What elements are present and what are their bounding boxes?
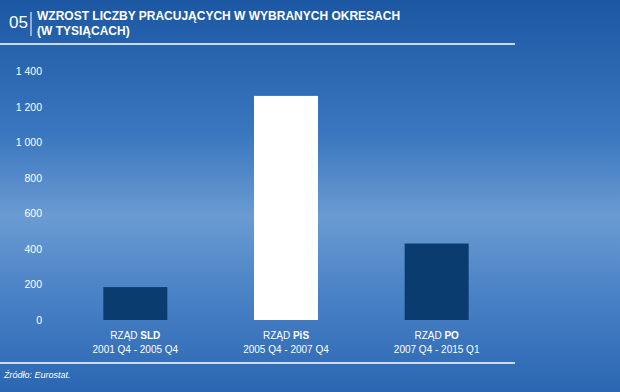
y-tick-label: 400 [24,243,42,255]
y-tick-label: 800 [24,172,42,184]
category-prefix: RZĄD [263,330,293,341]
category-label: RZĄD SLD [110,330,160,341]
title: WZROST LICZBY PRACUJĄCYCH W WYBRANYCH OK… [37,9,400,38]
source: Źródło: Eurostat. [3,370,71,380]
y-tick-label: 1 400 [16,65,42,77]
bar [254,96,318,320]
category-party: SLD [140,330,160,341]
bar [405,244,469,320]
y-tick-label: 200 [24,278,42,290]
title-line: WZROST LICZBY PRACUJĄCYCH W WYBRANYCH OK… [37,9,400,23]
title-line: (W TYSIĄCACH) [37,24,130,38]
category-party: PO [444,330,459,341]
chart: 05 WZROST LICZBY PRACUJĄCYCH W WYBRANYCH … [0,0,620,392]
footer-rule [0,362,515,364]
period-label: 2005 Q4 - 2007 Q4 [243,344,329,355]
category-prefix: RZĄD [414,330,444,341]
period-label: 2007 Q4 - 2015 Q1 [394,344,480,355]
category-prefix: RZĄD [110,330,140,341]
y-tick-label: 0 [36,314,42,326]
period-label: 2001 Q4 - 2005 Q4 [93,344,179,355]
y-tick-label: 1 000 [16,136,42,148]
category-party: PiS [293,330,309,341]
bars [103,96,468,320]
category-label: RZĄD PiS [263,330,309,341]
y-tick-label: 1 200 [16,101,42,113]
figure-label: 05 [9,13,28,32]
y-tick-label: 600 [24,207,42,219]
bar [103,287,167,320]
header-rule [0,43,515,45]
separator [31,12,32,36]
category-label: RZĄD PO [414,330,459,341]
